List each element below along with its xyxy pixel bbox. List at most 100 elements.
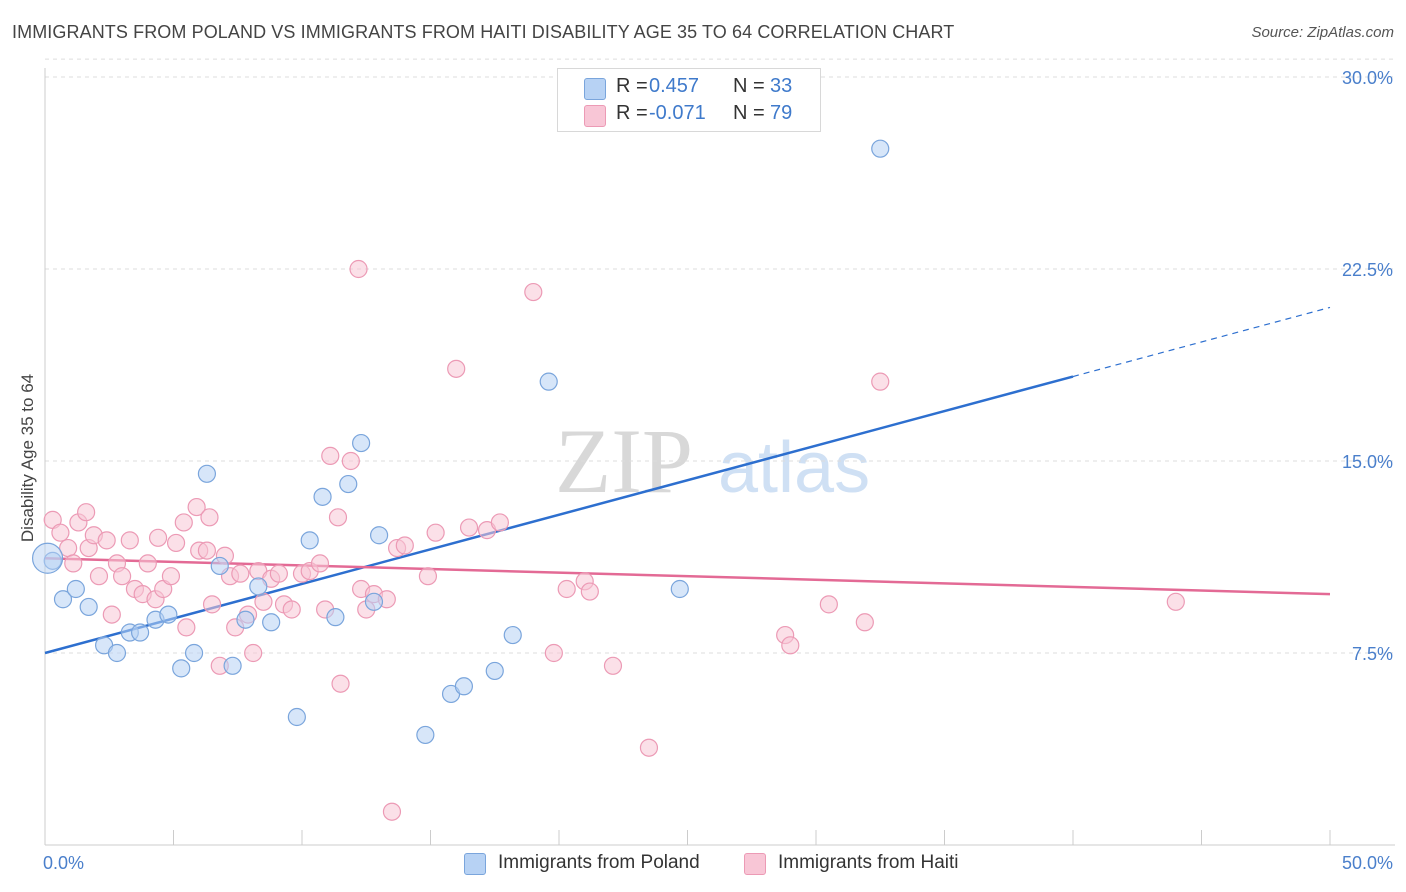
haiti-point: [639, 738, 659, 757]
chart-title: IMMIGRANTS FROM POLAND VS IMMIGRANTS FRO…: [12, 22, 955, 42]
haiti-point: [89, 567, 109, 586]
haiti-point: [282, 600, 301, 619]
haiti-point: [51, 523, 70, 542]
haiti-point: [781, 636, 800, 655]
haiti-point: [244, 643, 263, 663]
x-tick-label: 50.0%: [1342, 853, 1393, 873]
poland-point: [326, 608, 345, 627]
poland-point: [159, 605, 178, 624]
legend-n-value: 33: [770, 75, 793, 97]
axes: [44, 68, 1395, 846]
legend-n-label: N =: [733, 102, 765, 124]
haiti-point: [161, 567, 181, 586]
poland-point: [352, 433, 371, 453]
poland-point: [339, 474, 358, 494]
poland-point: [503, 625, 522, 645]
haiti-point: [603, 656, 623, 675]
haiti-point: [310, 554, 330, 573]
series-label-poland: Immigrants from Poland: [498, 852, 700, 873]
haiti-point: [490, 513, 509, 532]
poland-point: [53, 590, 73, 609]
haiti-point: [269, 564, 288, 583]
x-tick-label: 0.0%: [43, 853, 84, 873]
legend-n-label: N =: [733, 75, 765, 97]
haiti-point: [557, 579, 576, 599]
poland-point: [287, 707, 306, 727]
data-points: [31, 139, 1185, 821]
haiti-point: [174, 513, 193, 532]
poland-point: [210, 556, 229, 576]
legend-r-value: -0.071: [649, 102, 706, 124]
haiti-point: [112, 567, 132, 586]
haiti-point: [819, 595, 838, 614]
poland-point-large: [31, 542, 64, 574]
y-tick-label: 22.5%: [1342, 260, 1393, 280]
haiti-point: [64, 554, 83, 573]
watermark-atlas: atlas: [718, 428, 870, 508]
haiti-point: [77, 503, 96, 522]
haiti-point: [321, 446, 340, 465]
poland-point: [364, 592, 384, 611]
poland-point: [66, 579, 85, 599]
legend-n-value: 79: [770, 102, 793, 124]
haiti-point: [349, 259, 368, 279]
haiti-point: [426, 523, 445, 542]
haiti-point: [200, 508, 219, 527]
haiti-point: [120, 531, 139, 550]
poland-point: [485, 661, 504, 681]
poland-point: [454, 677, 474, 696]
haiti-point: [148, 528, 168, 547]
series-legend: Immigrants from Poland Immigrants from H…: [0, 852, 1406, 878]
poland-point: [249, 577, 268, 596]
legend-swatch-poland: [584, 78, 606, 100]
poland-point: [370, 526, 389, 545]
series-swatch-poland: [464, 853, 486, 875]
poland-point: [871, 139, 890, 158]
haiti-point: [231, 564, 250, 583]
poland-point: [300, 531, 319, 550]
haiti-point: [187, 497, 206, 517]
poland-point: [130, 623, 150, 642]
haiti-point: [341, 451, 360, 471]
poland-point: [107, 643, 127, 663]
haiti-point: [871, 372, 890, 391]
haiti-point: [459, 518, 479, 537]
poland-point: [223, 656, 242, 675]
haiti-point: [197, 541, 217, 560]
poland-point: [197, 464, 217, 483]
haiti-point: [382, 802, 402, 821]
y-tick-label: 7.5%: [1352, 644, 1393, 664]
haiti-point: [166, 533, 186, 553]
haiti-point: [177, 618, 196, 637]
haiti-point: [328, 508, 348, 527]
haiti-point: [447, 359, 466, 378]
haiti-point: [97, 531, 116, 550]
haiti-point: [524, 282, 543, 302]
poland-point: [539, 372, 558, 391]
tick-labels: 7.5% 15.0% 22.5% 30.0% 0.0% 50.0%: [43, 68, 1393, 873]
legend-r-label: R =: [616, 102, 648, 124]
haiti-point: [102, 605, 121, 624]
series-swatch-haiti: [744, 853, 766, 875]
chart-source: Source: ZipAtlas.com: [1251, 24, 1394, 41]
watermark: ZIP atlas: [555, 410, 870, 512]
haiti-point: [395, 536, 414, 555]
haiti-point: [202, 595, 222, 614]
poland-point: [236, 610, 255, 629]
y-tick-label: 15.0%: [1342, 452, 1393, 472]
trend-lines: [44, 306, 1331, 655]
poland-point: [313, 487, 332, 506]
correlation-legend: R = 0.457 N = 33 R = -0.071 N = 79: [557, 68, 821, 132]
poland-point: [670, 579, 689, 599]
poland-point: [184, 643, 204, 663]
series-label-haiti: Immigrants from Haiti: [778, 852, 959, 873]
poland-point: [416, 725, 435, 745]
haiti-point: [855, 613, 874, 632]
haiti-point: [254, 592, 273, 611]
poland-point: [262, 613, 281, 632]
haiti-point: [1166, 592, 1185, 611]
haiti-point: [580, 582, 599, 601]
legend-swatch-haiti: [584, 105, 606, 127]
legend-r-label: R =: [616, 75, 648, 97]
